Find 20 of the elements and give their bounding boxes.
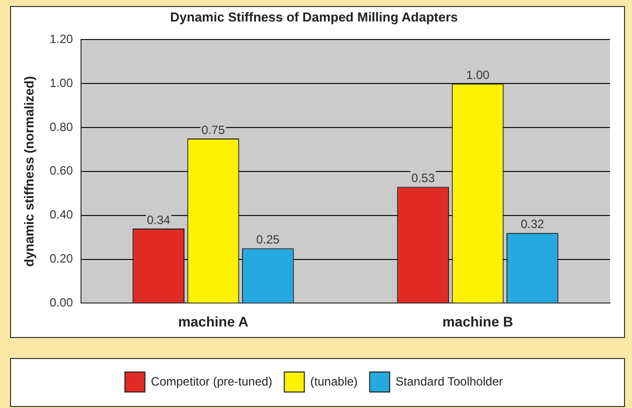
y-tick-label: 0.40 — [50, 208, 74, 222]
legend-label: Competitor (pre-tuned) — [150, 374, 272, 388]
data-label: 0.32 — [520, 217, 544, 232]
y-tick-label: 1.20 — [50, 32, 74, 46]
x-tick-label: machine A — [178, 313, 248, 330]
x-tick-label: machine B — [442, 313, 514, 330]
y-tick-label: 0.20 — [50, 252, 74, 266]
data-label: 1.00 — [466, 68, 490, 82]
data-label: 0.75 — [202, 122, 226, 137]
data-label: 0.25 — [256, 232, 280, 247]
legend-label: (tunable) — [310, 374, 358, 388]
data-label: 0.34 — [146, 212, 171, 227]
y-tick-label: 0.60 — [50, 164, 74, 178]
y-tick-label: 1.00 — [50, 76, 74, 90]
y-tick-label: 0.80 — [50, 120, 74, 134]
y-tick-label: 0.00 — [50, 296, 74, 310]
chart-title: Dynamic Stiffness of Damped Milling Adapters — [170, 9, 458, 24]
legend-label: Standard Toolholder — [396, 374, 503, 388]
data-label: 0.53 — [411, 171, 436, 186]
y-axis-title: dynamic stiffness (normalized) — [21, 76, 36, 267]
